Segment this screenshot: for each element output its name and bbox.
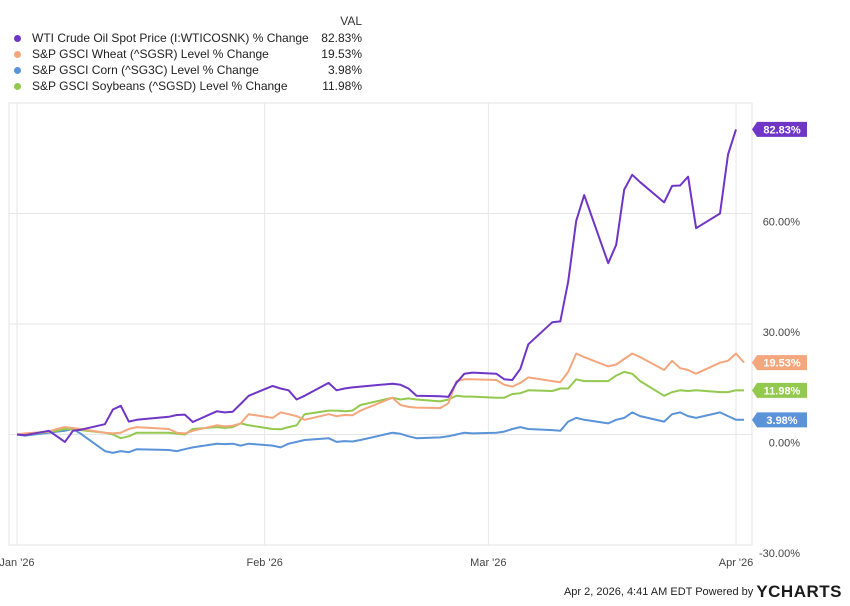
y-tick-label: -30.00% — [759, 548, 800, 560]
series-color-dot-icon — [14, 35, 21, 42]
end-value-tag — [752, 382, 807, 398]
x-tick-label: Feb '26 — [246, 557, 282, 569]
legend-row[interactable]: S&P GSCI Soybeans (^SGSD) Level % Change… — [14, 78, 374, 94]
end-value-label: 11.98% — [764, 385, 801, 397]
series-color-dot-icon — [14, 67, 21, 74]
legend-series-value: 19.53% — [321, 47, 362, 61]
legend-series-name: S&P GSCI Wheat (^SGSR) Level % Change — [32, 47, 269, 61]
end-value-label: 3.98% — [766, 415, 797, 427]
chart-legend: VAL WTI Crude Oil Spot Price (I:WTICOSNK… — [14, 12, 374, 94]
series-line — [16, 370, 745, 440]
end-value-tag — [752, 412, 807, 428]
legend-row[interactable]: WTI Crude Oil Spot Price (I:WTICOSNK) % … — [14, 30, 374, 46]
end-value-label: 82.83% — [763, 124, 801, 136]
y-tick-label: 30.00% — [763, 327, 801, 339]
legend-series-value: 82.83% — [321, 31, 362, 45]
series-line — [16, 352, 745, 436]
chart-footer: Apr 2, 2026, 4:41 AM EDT Powered by YCHA… — [564, 582, 842, 602]
x-tick-label: Apr '26 — [719, 557, 754, 569]
series-line — [16, 129, 737, 443]
legend-row[interactable]: S&P GSCI Wheat (^SGSR) Level % Change 19… — [14, 46, 374, 62]
end-value-label: 19.53% — [763, 358, 801, 370]
legend-series-value: 11.98% — [322, 79, 362, 93]
footer-timestamp: Apr 2, 2026, 4:41 AM EDT Powered by — [563, 586, 754, 598]
legend-series-value: 3.98% — [327, 63, 362, 77]
legend-series-name: S&P GSCI Corn (^SG3C) Level % Change — [32, 63, 259, 77]
legend-value-header: VAL — [340, 14, 362, 28]
series-color-dot-icon — [14, 51, 21, 58]
x-tick-label: Jan '26 — [0, 557, 35, 569]
y-tick-label: 60.00% — [763, 217, 801, 229]
logo-prefix: Y — [756, 582, 769, 601]
y-tick-label: 0.00% — [769, 438, 800, 450]
legend-series-name: S&P GSCI Soybeans (^SGSD) Level % Change — [32, 79, 288, 93]
series-color-dot-icon — [14, 83, 21, 90]
ycharts-logo[interactable]: YCHARTS — [756, 582, 842, 602]
legend-row[interactable]: S&P GSCI Corn (^SG3C) Level % Change 3.9… — [14, 62, 374, 78]
end-value-tag — [752, 355, 807, 371]
end-value-tag — [752, 121, 807, 137]
logo-rest: CHARTS — [768, 582, 842, 601]
legend-series-name: WTI Crude Oil Spot Price (I:WTICOSNK) % … — [32, 31, 309, 45]
x-tick-label: Mar '26 — [470, 557, 506, 569]
series-line — [16, 411, 744, 454]
